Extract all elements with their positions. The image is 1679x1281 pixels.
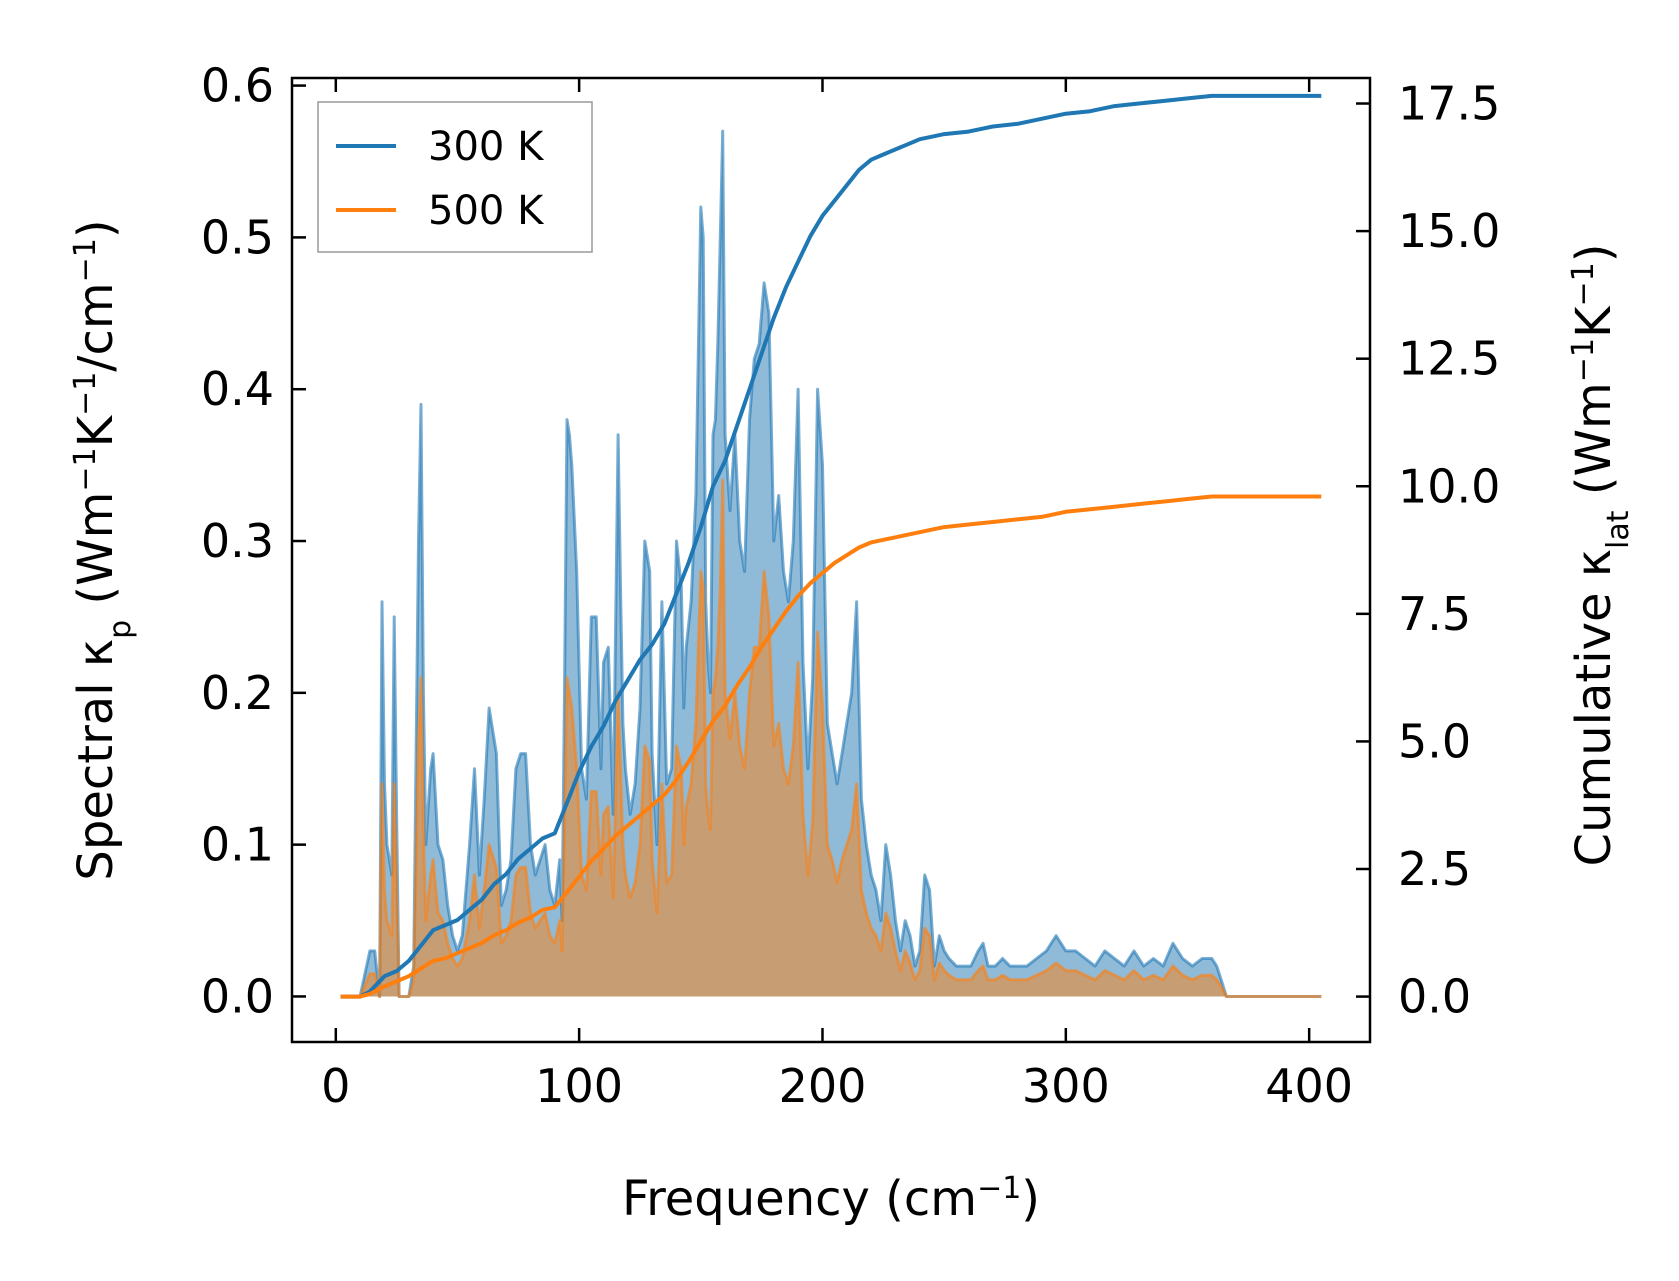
left-y-tick-label: 0.4 bbox=[201, 362, 274, 416]
legend-label-500k: 500 K bbox=[428, 188, 545, 234]
title-text: K bbox=[68, 414, 124, 447]
x-axis-ticks: 0 100 200 300 400 bbox=[321, 78, 1353, 1113]
title-text: Frequency (cm bbox=[622, 1171, 977, 1227]
x-tick-label: 300 bbox=[1022, 1059, 1110, 1113]
title-text: (Wm bbox=[1566, 382, 1622, 510]
x-tick-label: 100 bbox=[535, 1059, 623, 1113]
right-y-tick-label: 15.0 bbox=[1398, 204, 1500, 258]
left-y-axis-ticks: 0.0 0.1 0.2 0.3 0.4 0.5 0.6 bbox=[201, 59, 306, 1023]
right-y-tick-label: 17.5 bbox=[1398, 77, 1500, 131]
superscript: −1 bbox=[1566, 338, 1601, 382]
x-axis-title: Frequency (cm−1) bbox=[622, 1171, 1040, 1228]
title-text: K bbox=[1566, 305, 1622, 338]
superscript: −1 bbox=[68, 372, 103, 416]
subscript: p bbox=[103, 620, 138, 639]
left-y-tick-label: 0.6 bbox=[201, 59, 274, 113]
title-text: ) bbox=[1566, 244, 1622, 263]
left-y-tick-label: 0.5 bbox=[201, 210, 274, 264]
right-y-axis-ticks: 0.0 2.5 5.0 7.5 10.0 12.5 15.0 17.5 bbox=[1356, 77, 1500, 1024]
left-y-tick-label: 0.3 bbox=[201, 514, 274, 568]
right-y-tick-label: 12.5 bbox=[1398, 332, 1500, 386]
x-tick-label: 400 bbox=[1265, 1059, 1353, 1113]
left-y-axis-title: Spectral κp (Wm−1K−1/cm−1) bbox=[68, 219, 138, 880]
superscript: −1 bbox=[68, 447, 103, 491]
legend: 300 K 500 K bbox=[317, 101, 593, 253]
legend-label-300k: 300 K bbox=[428, 124, 545, 170]
right-y-tick-label: 2.5 bbox=[1398, 842, 1471, 896]
cumulative-line-300k bbox=[340, 93, 1322, 999]
legend-box bbox=[317, 101, 593, 253]
superscript: −1 bbox=[1566, 262, 1601, 306]
title-text: (Wm bbox=[68, 492, 124, 620]
x-tick-label: 0 bbox=[321, 1059, 350, 1113]
plot-frame bbox=[290, 76, 1372, 1044]
superscript: −1 bbox=[68, 238, 103, 282]
spectral-fill-500k bbox=[340, 480, 1322, 997]
left-y-tick-label: 0.2 bbox=[201, 666, 274, 720]
cumulative-line-500k bbox=[340, 494, 1322, 999]
title-text: /cm bbox=[68, 282, 124, 371]
cumulative-lines bbox=[340, 93, 1322, 999]
left-y-tick-label: 0.0 bbox=[201, 969, 274, 1023]
title-text: ) bbox=[1021, 1171, 1040, 1227]
title-text: Cumulative κ bbox=[1566, 549, 1622, 867]
right-y-tick-label: 0.0 bbox=[1398, 970, 1471, 1024]
superscript: −1 bbox=[977, 1171, 1021, 1206]
left-y-tick-label: 0.1 bbox=[201, 818, 274, 872]
spectral-line-500k bbox=[340, 478, 1322, 998]
spectral-lines bbox=[340, 129, 1322, 998]
right-y-tick-label: 7.5 bbox=[1398, 587, 1471, 641]
right-y-tick-label: 10.0 bbox=[1398, 459, 1500, 513]
x-tick-label: 200 bbox=[779, 1059, 867, 1113]
spectral-line-300k bbox=[340, 129, 1322, 998]
title-text: ) bbox=[68, 219, 124, 238]
right-y-tick-label: 5.0 bbox=[1398, 714, 1471, 768]
right-y-axis-title: Cumulative κlat (Wm−1K−1) bbox=[1566, 244, 1636, 867]
subscript: lat bbox=[1601, 510, 1636, 549]
title-text: Spectral κ bbox=[68, 639, 124, 881]
